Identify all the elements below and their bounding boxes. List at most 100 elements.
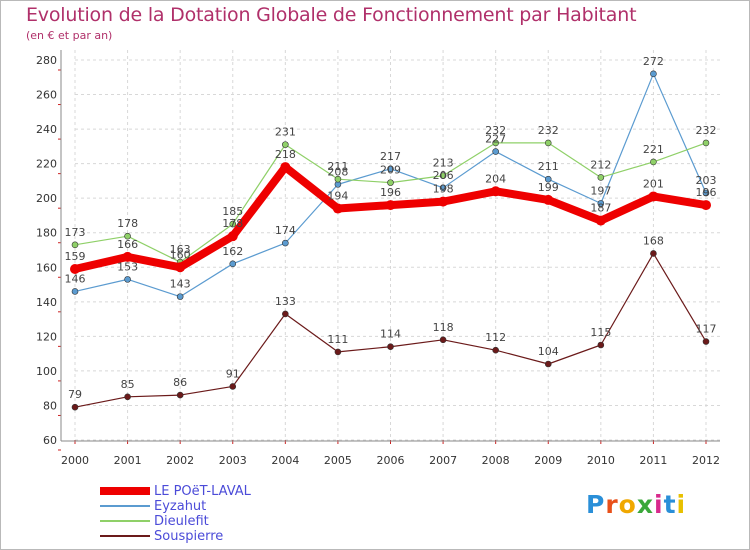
data-point [702,338,710,345]
data-label: 162 [222,245,243,258]
data-label: 178 [117,217,138,230]
data-point [334,348,342,356]
x-tick-label: 2012 [692,454,720,467]
data-labels: 79 85 86 91 133 111 114 118 112 104 115 168 117 146 15… [65,55,717,401]
data-label: 153 [117,260,138,273]
data-point [544,175,552,183]
data-point [282,310,289,318]
data-label: 91 [226,367,240,380]
data-label: 203 [696,174,717,187]
data-point [650,250,657,257]
axes: 60 80 100 120 140 160 180 200 220 240 260 280 2000 20… [36,50,720,467]
data-point [702,139,710,147]
y-tick-label: 220 [36,158,57,171]
data-label: 204 [485,172,506,185]
data-point [543,194,554,205]
grid-lines [74,50,720,441]
data-label: 86 [173,376,187,389]
legend-swatch [100,535,150,537]
x-tick-label: 2008 [482,454,510,467]
data-label: 174 [275,224,296,237]
x-tick-label: 2009 [534,454,562,467]
data-label: 199 [538,181,559,194]
legend-label: LE POëT-LAVAL [154,484,251,499]
x-tick-label: 2004 [271,454,299,467]
data-label: 197 [590,184,611,197]
data-point [70,264,80,274]
data-label: 160 [170,248,191,261]
y-tick-label: 200 [36,192,57,205]
y-tick-label: 180 [36,227,57,240]
y-tick-label: 260 [36,89,57,102]
y-tick-label: 80 [43,399,57,412]
data-label: 218 [275,148,296,161]
y-tick-label: 100 [36,365,57,378]
data-label: 194 [327,190,348,203]
data-label: 104 [538,345,559,358]
chart-subtitle: (en € et par an) [26,29,113,42]
logo-letter: o [618,490,637,519]
x-tick-label: 2010 [587,454,615,467]
data-label: 211 [327,160,348,173]
proxiti-logo: Proxiti [586,490,686,519]
data-point [122,251,133,262]
data-point [648,191,659,202]
series-lines [70,70,711,411]
y-tick-label: 120 [36,330,57,343]
data-point [332,203,343,214]
legend-label: Dieulefit [154,514,209,529]
data-label: 146 [65,272,86,285]
data-point [439,172,447,180]
data-point [438,196,449,207]
data-label: 133 [275,295,296,308]
line-chart: 60 80 100 120 140 160 180 200 220 240 260 280 2000 20… [36,50,720,467]
data-label: 206 [433,169,454,182]
data-label: 159 [65,250,86,263]
data-point [227,231,238,242]
data-point [597,341,605,349]
data-point [492,346,499,354]
logo-letter: P [586,490,606,519]
y-tick-label: 280 [36,54,57,67]
data-label: 201 [643,177,664,190]
data-label: 178 [222,217,243,230]
data-label: 185 [222,205,243,218]
data-label: 85 [121,378,135,391]
y-tick-label: 140 [36,296,57,309]
data-point [124,276,131,283]
legend-swatch [100,505,150,507]
data-point [176,293,184,300]
data-label: 231 [275,126,296,139]
data-label: 112 [485,331,506,344]
data-label: 227 [485,133,506,146]
x-tick-label: 2007 [429,454,457,467]
x-tick-label: 2005 [324,454,352,467]
data-point [282,239,289,247]
data-label: 168 [643,234,664,247]
data-point [597,174,605,181]
data-point [385,200,396,211]
data-label: 173 [65,226,86,239]
x-tick-label: 2011 [639,454,667,467]
data-label: 196 [380,186,401,199]
data-label: 117 [696,323,717,336]
chart-title: Evolution de la Dotation Globale de Fonc… [26,4,637,26]
data-point [650,70,657,78]
x-tick-label: 2000 [61,454,89,467]
data-point [71,403,79,411]
data-point [176,391,184,399]
data-label: 111 [327,333,348,346]
data-point [597,200,605,207]
data-point [702,189,710,197]
data-point [229,220,237,228]
data-label: 118 [433,321,454,334]
data-point [492,148,499,155]
legend-swatch [100,487,150,495]
legend-label: Souspierre [154,529,224,544]
data-label: 166 [117,238,138,251]
data-point [71,288,79,295]
data-point [124,393,131,401]
data-point [701,200,711,211]
y-tick-label: 60 [43,434,57,447]
